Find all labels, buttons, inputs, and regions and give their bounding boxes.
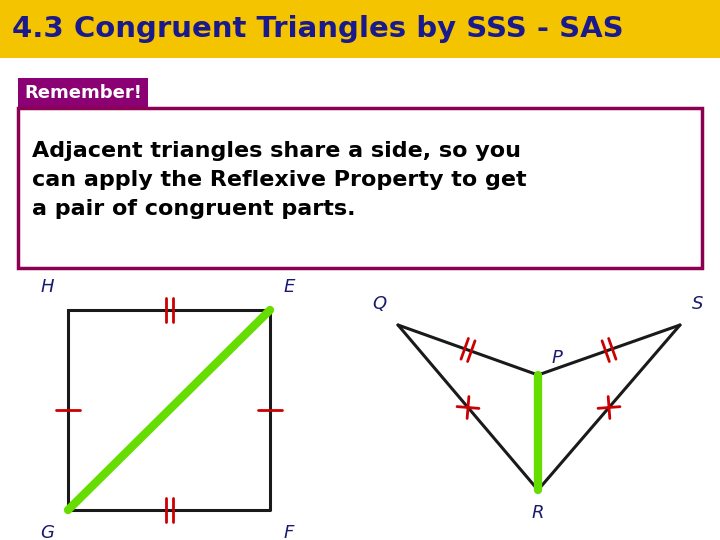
Text: Adjacent triangles share a side, so you
can apply the Reflexive Property to get
: Adjacent triangles share a side, so you … bbox=[32, 141, 526, 219]
Text: S: S bbox=[692, 295, 703, 313]
Text: Remember!: Remember! bbox=[24, 84, 142, 102]
Bar bbox=[18, 108, 702, 268]
Text: G: G bbox=[40, 524, 54, 540]
Text: P: P bbox=[552, 349, 563, 367]
Text: H: H bbox=[40, 278, 54, 296]
Text: E: E bbox=[284, 278, 295, 296]
Text: 4.3 Congruent Triangles by SSS - SAS: 4.3 Congruent Triangles by SSS - SAS bbox=[12, 15, 624, 43]
Text: R: R bbox=[532, 504, 544, 522]
Text: F: F bbox=[284, 524, 294, 540]
Bar bbox=[18, 78, 148, 108]
Bar bbox=[0, 0, 720, 58]
Text: Q: Q bbox=[372, 295, 386, 313]
